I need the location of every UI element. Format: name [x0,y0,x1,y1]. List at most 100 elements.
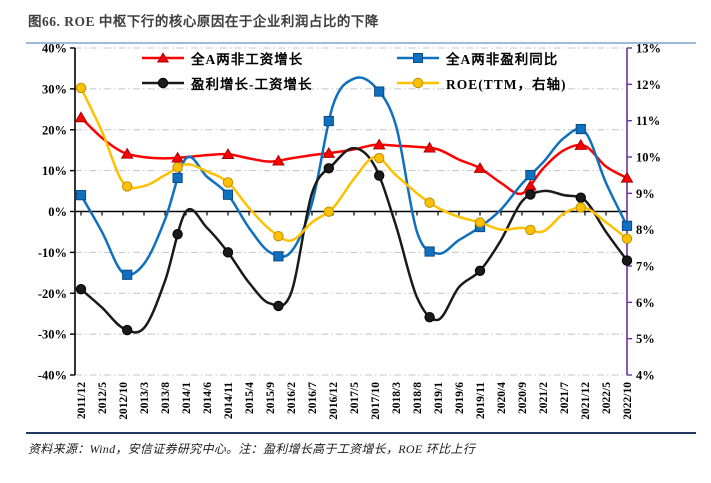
legend-swatch-black-circle [140,76,186,90]
legend-swatch-graphic [397,53,439,63]
legend-label: 全A两非盈利同比 [446,52,559,67]
series-3-marker [575,202,586,213]
x-axis-label: 2021/7 [559,382,571,414]
series-2-marker [424,311,435,323]
series-1-marker [575,123,586,135]
series-line-3 [79,86,629,242]
source-note: 资料来源：Wind，安信证券研究中心。注：盈利增长高于工资增长，ROE 环比上行 [28,442,475,456]
x-axis-label: 2022/10 [622,382,634,420]
x-axis-label: 2020/4 [496,382,508,414]
x-axis-label: 2021/12 [580,382,592,420]
series-1-marker [374,86,385,97]
legend-swatch-red-triangle [140,51,186,65]
series-2-marker [75,283,87,295]
series-0-marker [372,138,386,150]
right-axis-label: 12% [636,78,661,92]
series-2-marker [122,324,133,336]
series-2-marker [474,265,486,276]
series-2-marker [172,228,183,240]
bottom-rule [26,432,696,434]
x-axis-label: 2019/1 [433,382,445,414]
x-axis-label: 2016/2 [286,382,298,414]
legend-marker-circle [157,77,169,89]
series-1-marker [621,220,633,231]
series-1-marker [424,246,435,257]
x-axis-label: 2012/10 [118,382,130,420]
legend-swatch-graphic [397,77,439,89]
series-1-marker [122,269,133,280]
x-axis-label: 2021/2 [538,382,550,414]
legend-item-wage-growth: 全A两非工资增长 [140,49,303,67]
series-0-marker [473,161,487,173]
series-3-marker [172,162,183,173]
series-3-marker [75,82,87,94]
x-axis-label: 2013/3 [139,382,151,414]
x-axis-label: 2015/4 [244,382,256,414]
x-axis-label: 2011/12 [76,382,88,419]
series-1-marker [323,115,334,127]
series-3-marker [621,233,633,244]
x-axis-label: 2014/1 [181,382,193,414]
right-axis-label: 4% [636,369,655,383]
series-2-marker [323,163,334,174]
x-axis-label: 2012/5 [97,382,109,414]
series-line-0 [79,116,629,196]
legend-marker-circle [412,77,424,89]
legend-label: 盈利增长-工资增长 [191,77,313,92]
right-axis-label: 13% [636,42,661,56]
series-0-marker [74,111,88,123]
left-axis-label: 40% [42,42,67,56]
right-axis-label: 7% [636,260,655,274]
series-1-marker [525,169,536,181]
series-3-marker [525,224,536,236]
x-axis-label: 2017/10 [370,382,382,420]
series-3-marker [122,181,133,192]
right-axis-label: 6% [636,296,655,310]
right-axis-label: 5% [636,332,655,346]
series-1-marker [222,189,234,200]
right-axis-label: 10% [636,151,661,165]
legend-swatch-graphic [142,77,184,89]
series-0-marker [120,147,134,159]
chart-title: 图66. ROE 中枢下行的核心原因在于企业利润占比的下降 [28,14,379,29]
x-axis-label: 2015/9 [265,382,277,414]
x-axis-label: 2018/3 [391,382,403,414]
x-axis-label: 2018/8 [412,382,424,414]
series-0-marker [574,138,588,150]
x-axis-label: 2014/6 [202,382,214,414]
left-axis-label: -10% [38,246,67,260]
left-axis-label: 0% [48,205,67,219]
left-axis-label: -30% [38,328,67,342]
series-3-marker [374,152,385,164]
x-axis-label: 2019/6 [454,382,466,414]
series-3-marker [323,206,334,217]
legend-marker-square [413,53,423,63]
series-1-marker [75,190,87,201]
x-axis-label: 2019/11 [475,382,487,419]
x-axis-label: 2016/12 [328,382,340,420]
right-axis-label: 8% [636,223,655,237]
legend-item-profit-minus-wage: 盈利增长-工资增长 [140,74,313,92]
legend-swatch-yellow-circle [395,76,441,90]
legend-swatch-blue-square [395,51,441,65]
legend-item-roe-ttm: ROE(TTM，右轴) [395,74,567,92]
left-axis-label: 20% [42,123,67,137]
series-2-marker [222,247,234,258]
left-axis-label: -20% [38,287,67,301]
series-3-marker [222,177,234,188]
series-3-marker [474,217,486,228]
legend-label: ROE(TTM，右轴) [446,77,567,92]
x-axis-label: 2016/7 [307,382,319,414]
right-axis-label: 9% [636,187,655,201]
series-0-marker [620,171,634,183]
legend-marker-triangle [156,52,170,63]
x-axis-label: 2020/9 [517,382,529,414]
series-1-marker [273,251,284,262]
series-1-marker [172,172,183,184]
series-0-marker [272,154,285,166]
x-axis-label: 2013/8 [160,382,172,414]
right-axis-label: 11% [636,114,660,128]
series-0-marker [423,141,436,153]
